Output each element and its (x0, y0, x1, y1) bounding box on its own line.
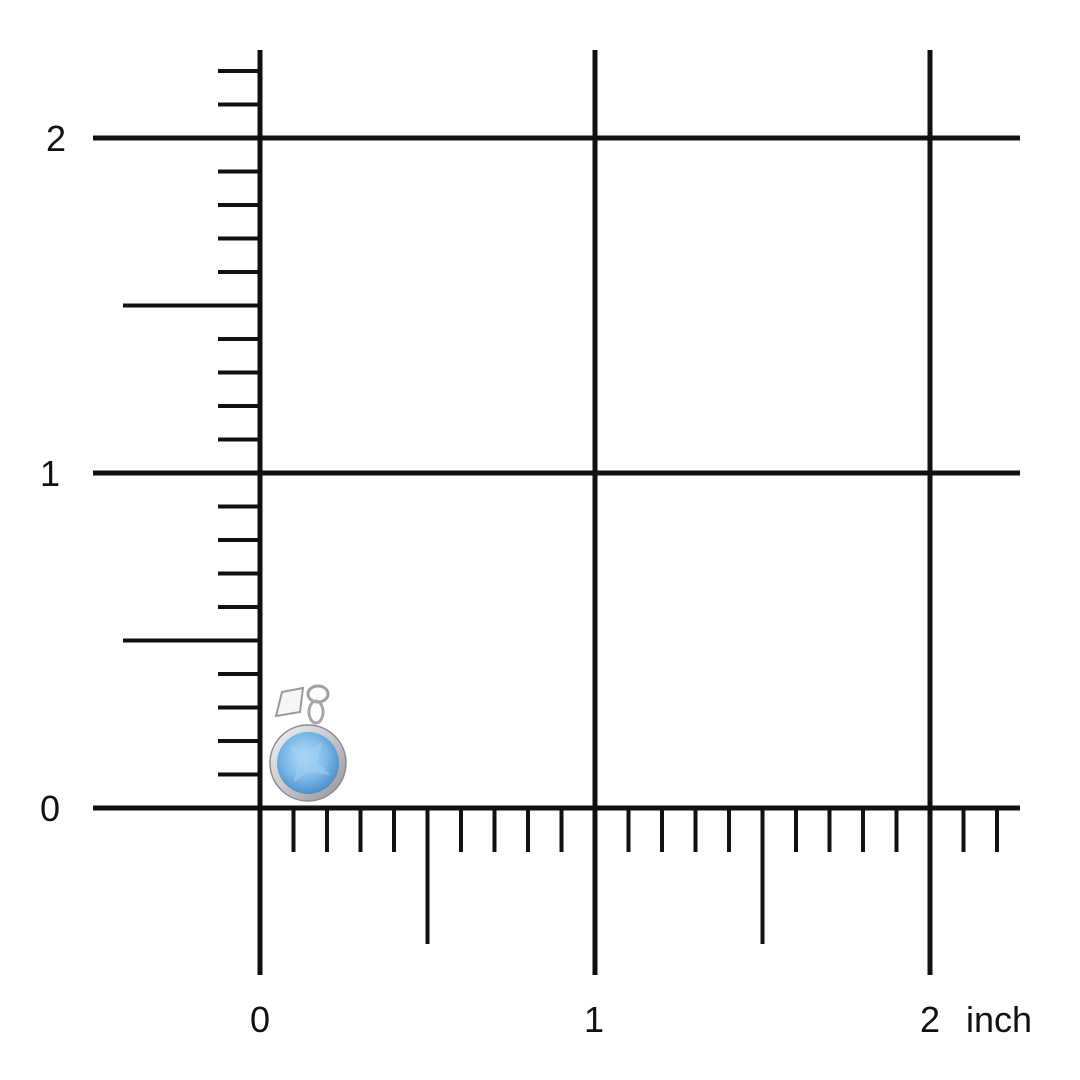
x-label-0: 0 (250, 999, 271, 1040)
y-label-1: 1 (40, 453, 61, 494)
x-label-2: 2 (920, 999, 941, 1040)
y-label-0: 0 (40, 788, 61, 829)
clasp-icon (274, 684, 330, 725)
unit-label: inch (966, 999, 1033, 1040)
x-label-1: 1 (584, 999, 605, 1040)
y-label-2: 2 (46, 118, 67, 159)
